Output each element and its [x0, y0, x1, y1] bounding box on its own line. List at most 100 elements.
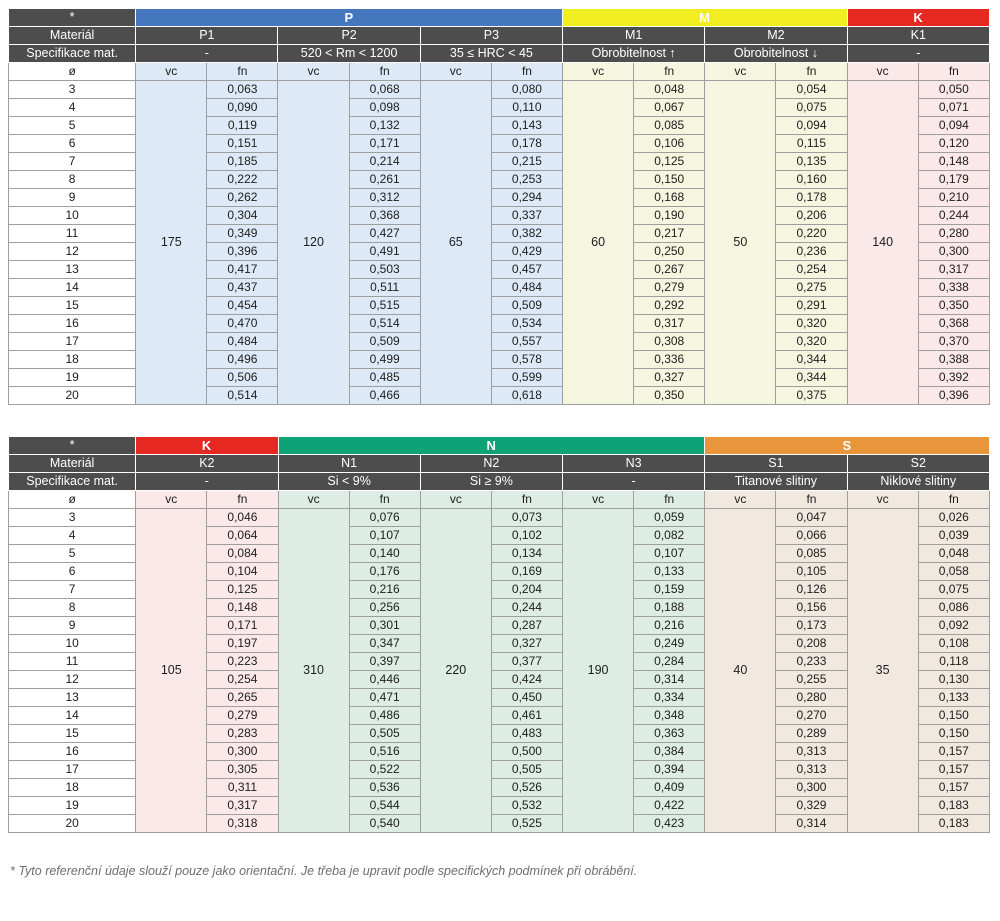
data-row-d19: 19 0,506 0,485 0,599 0,327 0,344 0,392 — [7, 368, 991, 387]
spec-header-S1: Titanové slitiny — [704, 472, 848, 491]
fn-value-M1: 0,125 — [633, 152, 706, 171]
diameter-cell: 20 — [7, 814, 137, 833]
fn-value-P2: 0,466 — [348, 386, 421, 405]
fn-value-N2: 0,526 — [490, 778, 564, 797]
data-row-d10: 10 0,197 0,347 0,327 0,249 0,208 0,108 — [7, 634, 991, 653]
fn-value-N3: 0,133 — [633, 562, 706, 581]
fn-value-P1: 0,185 — [206, 152, 279, 171]
fn-value-S2: 0,150 — [917, 724, 991, 743]
fn-value-S2: 0,026 — [917, 508, 991, 527]
fn-value-K1: 0,244 — [917, 206, 991, 225]
fn-value-P1: 0,304 — [206, 206, 279, 225]
fn-value-N2: 0,500 — [490, 742, 564, 761]
diameter-cell: 11 — [7, 224, 137, 243]
fn-value-K2: 0,265 — [206, 688, 279, 707]
fn-value-P1: 0,063 — [206, 80, 279, 99]
fn-value-P3: 0,457 — [490, 260, 564, 279]
fn-value-N3: 0,249 — [633, 634, 706, 653]
vc-header-P1: vc — [135, 62, 208, 81]
fn-value-M2: 0,160 — [775, 170, 848, 189]
fn-value-N1: 0,397 — [348, 652, 421, 671]
fn-value-N2: 0,073 — [490, 508, 564, 527]
fn-value-M1: 0,308 — [633, 332, 706, 351]
fn-value-N2: 0,287 — [490, 616, 564, 635]
fn-value-M2: 0,291 — [775, 296, 848, 315]
vc-header-K1: vc — [846, 62, 919, 81]
fn-value-M1: 0,048 — [633, 80, 706, 99]
material-header-P1: P1 — [135, 26, 279, 45]
fn-value-P3: 0,215 — [490, 152, 564, 171]
fn-header-N1: fn — [348, 490, 421, 509]
fn-value-P2: 0,491 — [348, 242, 421, 261]
diameter-cell: 16 — [7, 314, 137, 333]
diameter-cell: 8 — [7, 598, 137, 617]
fn-value-M1: 0,327 — [633, 368, 706, 387]
data-row-d3: 3 105 0,046 310 0,076 220 0,073 190 0,059 40 0,047… — [7, 508, 991, 833]
material-row: Materiál K2 N1 N2 N3 S1 S2 — [7, 454, 991, 473]
vc-header-S1: vc — [704, 490, 777, 509]
fn-value-K2: 0,046 — [206, 508, 279, 527]
diameter-cell: 3 — [7, 80, 137, 99]
data-row-d18: 18 0,496 0,499 0,578 0,336 0,344 0,388 — [7, 350, 991, 369]
fn-value-N3: 0,314 — [633, 670, 706, 689]
fn-value-K1: 0,071 — [917, 98, 991, 117]
fn-value-K1: 0,350 — [917, 296, 991, 315]
data-row-d15: 15 0,283 0,505 0,483 0,363 0,289 0,150 — [7, 724, 991, 743]
fn-value-S2: 0,150 — [917, 706, 991, 725]
vc-value-M1: 60 — [562, 80, 635, 405]
footnote: * Tyto referenční údaje slouží pouze jak… — [10, 864, 638, 878]
fn-value-S1: 0,329 — [775, 796, 848, 815]
fn-value-M2: 0,320 — [775, 314, 848, 333]
diameter-cell: 7 — [7, 152, 137, 171]
material-header-N2: N2 — [419, 454, 564, 473]
fn-value-K2: 0,104 — [206, 562, 279, 581]
fn-value-P2: 0,261 — [348, 170, 421, 189]
fn-value-P1: 0,496 — [206, 350, 279, 369]
fn-value-K1: 0,148 — [917, 152, 991, 171]
data-row-d11: 11 0,223 0,397 0,377 0,284 0,233 0,118 — [7, 652, 991, 671]
data-row-d4: 4 0,064 0,107 0,102 0,082 0,066 0,039 — [7, 526, 991, 545]
fn-value-S1: 0,280 — [775, 688, 848, 707]
fn-value-P1: 0,437 — [206, 278, 279, 297]
fn-value-K1: 0,050 — [917, 80, 991, 99]
fn-value-P1: 0,484 — [206, 332, 279, 351]
fn-value-N1: 0,471 — [348, 688, 421, 707]
material-header-P2: P2 — [277, 26, 421, 45]
fn-value-P1: 0,454 — [206, 296, 279, 315]
diameter-cell: 17 — [7, 332, 137, 351]
fn-value-S2: 0,118 — [917, 652, 991, 671]
cutting-data-table-1: * P M K Materiál P1 P2 P3 M1 M2 K1 Specifikace mat.… — [7, 8, 991, 405]
fn-value-M2: 0,344 — [775, 350, 848, 369]
fn-value-K2: 0,084 — [206, 544, 279, 563]
material-header-K1: K1 — [846, 26, 991, 45]
fn-value-N2: 0,204 — [490, 580, 564, 599]
fn-value-P1: 0,514 — [206, 386, 279, 405]
group-header-N: N — [277, 436, 706, 455]
spec-header-K2: - — [135, 472, 279, 491]
data-row-d13: 13 0,417 0,503 0,457 0,267 0,254 0,317 — [7, 260, 991, 279]
fn-value-S2: 0,157 — [917, 778, 991, 797]
vc-header-S2: vc — [846, 490, 919, 509]
spec-row-label: Specifikace mat. — [7, 472, 137, 491]
fn-value-N2: 0,483 — [490, 724, 564, 743]
data-row-d10: 10 0,304 0,368 0,337 0,190 0,206 0,244 — [7, 206, 991, 225]
spec-header-P2: 520 < Rm < 1200 — [277, 44, 421, 63]
cutting-data-table-2: * K N S Materiál K2 N1 N2 N3 S1 S2 Specifikace mat.… — [7, 436, 991, 833]
fn-value-S1: 0,156 — [775, 598, 848, 617]
vc-value-K1: 140 — [846, 80, 919, 405]
data-row-d16: 16 0,300 0,516 0,500 0,384 0,313 0,157 — [7, 742, 991, 761]
fn-value-P2: 0,068 — [348, 80, 421, 99]
data-row-d20: 20 0,514 0,466 0,618 0,350 0,375 0,396 — [7, 386, 991, 405]
vc-value-P3: 65 — [419, 80, 492, 405]
fn-value-N2: 0,532 — [490, 796, 564, 815]
fn-value-S2: 0,075 — [917, 580, 991, 599]
fn-value-S1: 0,313 — [775, 742, 848, 761]
spec-row: Specifikace mat. - Si < 9% Si ≥ 9% - Titanové… — [7, 472, 991, 491]
fn-value-P3: 0,294 — [490, 188, 564, 207]
fn-value-N3: 0,284 — [633, 652, 706, 671]
vc-header-N1: vc — [277, 490, 350, 509]
fn-value-P2: 0,515 — [348, 296, 421, 315]
vc-value-P2: 120 — [277, 80, 350, 405]
fn-value-M2: 0,275 — [775, 278, 848, 297]
